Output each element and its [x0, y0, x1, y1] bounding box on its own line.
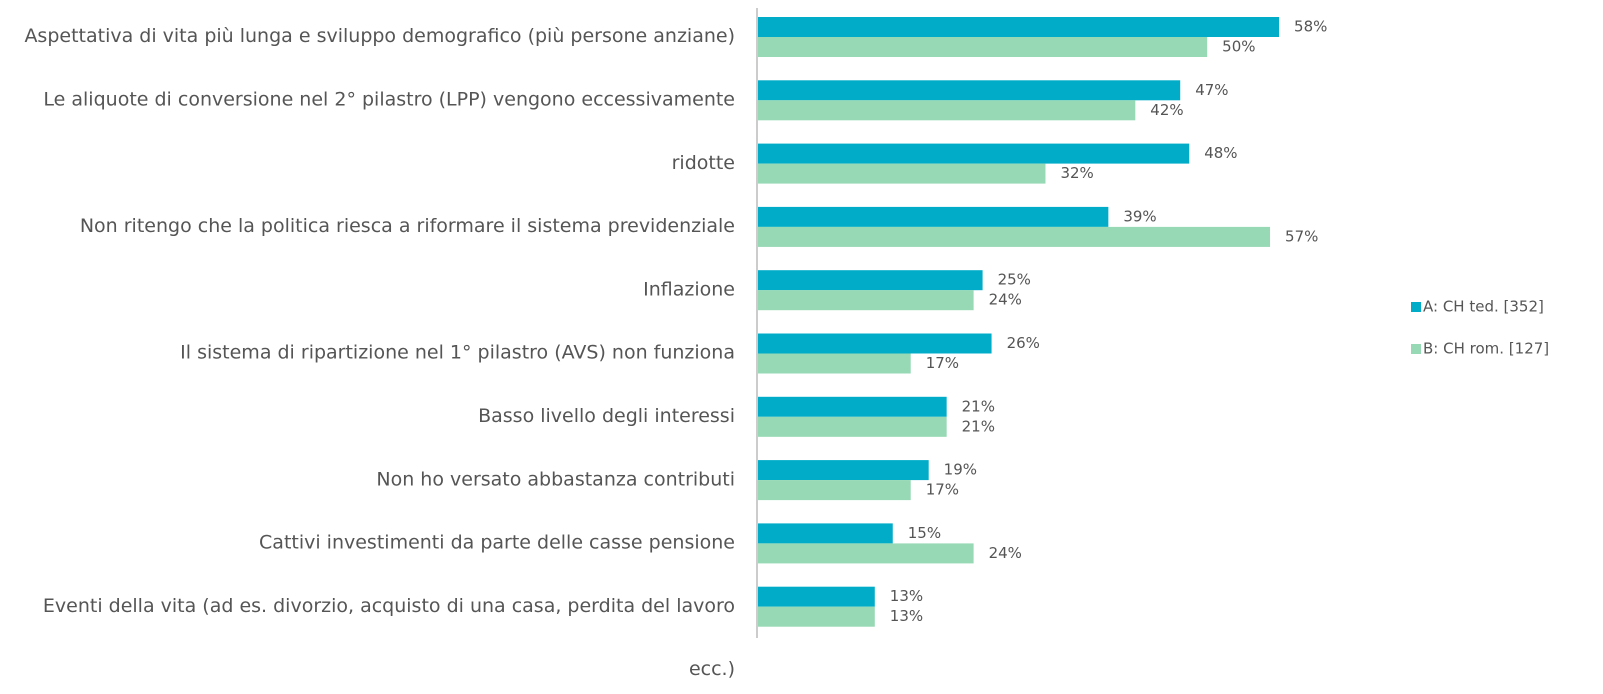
bar	[758, 290, 974, 311]
legend-swatch	[1411, 302, 1421, 312]
value-label: 13%	[890, 587, 923, 605]
value-label: 50%	[1222, 38, 1255, 56]
value-label: 13%	[890, 607, 923, 625]
category-label: Non ho versato abbastanza contributi	[376, 468, 735, 490]
value-label: 24%	[989, 291, 1022, 309]
value-label: 47%	[1195, 81, 1228, 99]
value-label: 26%	[1007, 334, 1040, 352]
value-label: 39%	[1123, 207, 1156, 225]
value-label: 48%	[1204, 144, 1237, 162]
bar	[758, 80, 1181, 101]
bar	[758, 270, 983, 291]
value-label: 24%	[989, 544, 1022, 562]
bar	[758, 586, 875, 607]
bar	[758, 37, 1208, 57]
bar	[758, 543, 974, 564]
value-label: 17%	[926, 354, 959, 372]
category-label: Le aliquote di conversione nel 2° pilast…	[43, 88, 735, 110]
value-label: 15%	[908, 524, 941, 542]
value-label: 21%	[962, 417, 995, 435]
category-label: Cattivi investimenti da parte delle cass…	[259, 532, 735, 554]
bar	[758, 226, 1271, 247]
category-label: Aspettativa di vita più lunga e sviluppo…	[24, 25, 735, 47]
bar	[758, 163, 1046, 184]
bar	[758, 333, 992, 354]
bar	[758, 353, 911, 374]
category-label: Eventi della vita (ad es. divorzio, acqu…	[43, 595, 735, 617]
bar	[758, 206, 1109, 227]
bar	[758, 396, 947, 417]
value-label: 58%	[1294, 18, 1327, 36]
bar	[758, 523, 893, 544]
value-label: 17%	[926, 481, 959, 499]
legend-swatch	[1411, 344, 1421, 354]
category-label: ecc.)	[689, 658, 735, 680]
category-label: Non ritengo che la politica riesca a rif…	[80, 215, 735, 237]
value-label: 21%	[962, 397, 995, 415]
value-label: 42%	[1150, 101, 1183, 119]
value-label: 25%	[998, 271, 1031, 289]
value-label: 32%	[1060, 164, 1093, 182]
bar	[758, 480, 911, 501]
legend-label: A: CH ted. [352]	[1423, 298, 1544, 316]
category-label: Inflazione	[643, 278, 735, 300]
bar	[758, 17, 1280, 37]
category-label: Il sistema di ripartizione nel 1° pilast…	[180, 342, 735, 364]
bar	[758, 460, 929, 481]
bar	[758, 100, 1136, 121]
value-label: 57%	[1285, 227, 1318, 245]
value-label: 19%	[944, 461, 977, 479]
bar	[758, 416, 947, 437]
bar	[758, 606, 875, 627]
category-label: Basso livello degli interessi	[478, 405, 735, 427]
category-label: ridotte	[672, 152, 735, 174]
legend-label: B: CH rom. [127]	[1423, 340, 1549, 358]
bar	[758, 143, 1190, 164]
